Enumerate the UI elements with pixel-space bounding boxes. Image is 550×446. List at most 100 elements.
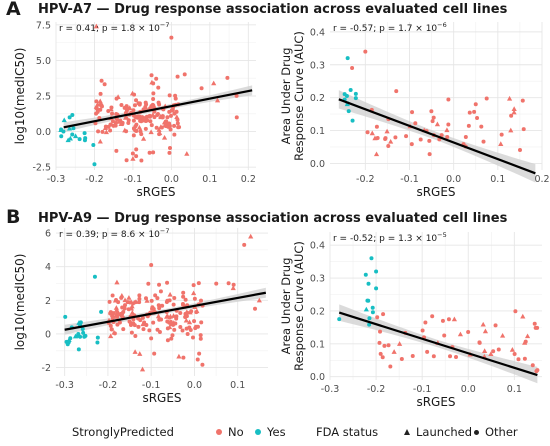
- data-point-launched: [119, 292, 125, 298]
- data-point-launched: [140, 321, 146, 327]
- data-point-other: [496, 347, 501, 352]
- data-point-other: [139, 158, 144, 163]
- data-point-other: [475, 115, 480, 120]
- x-tick-label: -0.2: [99, 380, 118, 391]
- data-point-launched: [102, 125, 109, 131]
- data-point-other: [134, 129, 139, 134]
- data-point-launched: [457, 331, 464, 337]
- annotation-exponent: −7: [160, 227, 170, 235]
- x-tick-label: 0.1: [490, 174, 505, 185]
- y-tick-label: 0: [45, 329, 51, 340]
- data-point-other: [76, 332, 81, 337]
- data-point-other: [350, 118, 355, 123]
- data-point-other: [143, 126, 148, 131]
- data-point-other: [165, 115, 170, 120]
- data-point-other: [158, 289, 163, 294]
- data-point-other: [157, 330, 162, 335]
- x-tick-label: -0.3: [55, 380, 74, 391]
- data-point-other: [346, 109, 351, 114]
- data-point-other: [192, 319, 197, 324]
- data-point-other: [199, 320, 204, 325]
- data-point-other: [378, 329, 383, 334]
- data-point-other: [114, 148, 119, 153]
- data-point-other: [125, 300, 130, 305]
- data-point-other: [366, 281, 371, 286]
- data-point-other: [491, 349, 496, 354]
- data-point-other: [348, 87, 353, 92]
- data-point-other: [172, 327, 177, 332]
- data-point-launched: [391, 349, 397, 354]
- x-tick-label: -0.3: [321, 384, 340, 395]
- data-point-other: [128, 320, 133, 325]
- data-point-other: [378, 351, 383, 356]
- data-point-launched: [139, 366, 146, 372]
- x-tick-label: 0.2: [534, 174, 549, 185]
- data-point-other: [146, 281, 151, 286]
- data-point-launched: [214, 97, 221, 103]
- data-point-other: [183, 297, 188, 302]
- data-point-other: [155, 112, 160, 117]
- data-point-other: [168, 127, 173, 132]
- data-point-launched: [115, 94, 121, 99]
- data-point-other: [157, 132, 162, 137]
- data-point-other: [123, 303, 128, 308]
- correlation-annotation: r = 0.39; p = 8.6 × 10−7: [59, 227, 170, 240]
- data-point-other: [165, 280, 170, 285]
- data-point-other: [374, 124, 379, 129]
- data-point-other: [108, 311, 113, 316]
- data-point-other: [106, 124, 111, 129]
- data-point-other: [168, 113, 173, 118]
- data-point-launched: [498, 141, 504, 146]
- x-axis-label: sRGES: [142, 391, 181, 405]
- data-point-other: [151, 150, 156, 155]
- annotation-text: r = -0.52; p = 1.3 × 10: [333, 234, 437, 244]
- y-tick-label: 0.4: [310, 241, 325, 252]
- data-point-other: [399, 357, 404, 362]
- data-point-other: [59, 127, 64, 132]
- data-point-launched: [506, 95, 513, 101]
- data-point-other: [131, 118, 136, 123]
- data-point-launched: [167, 291, 173, 297]
- x-tick-label: 0.0: [187, 380, 202, 391]
- data-point-other: [119, 102, 124, 107]
- data-point-other: [110, 119, 115, 124]
- data-point-other: [446, 97, 451, 102]
- data-point-other: [473, 102, 478, 107]
- data-point-launched: [509, 347, 515, 352]
- panel-title-a: HPV-A7 — Drug response association acros…: [38, 2, 508, 17]
- data-point-launched: [511, 106, 517, 111]
- data-point-other: [144, 118, 149, 123]
- data-point-other: [467, 110, 472, 115]
- data-point-launched: [522, 340, 528, 345]
- data-point-other: [169, 35, 174, 40]
- data-point-other: [180, 301, 185, 306]
- data-point-launched: [110, 314, 116, 319]
- data-point-launched: [130, 156, 136, 161]
- data-point-other: [388, 364, 393, 369]
- data-point-other: [70, 112, 75, 117]
- data-point-other: [225, 75, 230, 80]
- data-point-other: [169, 108, 174, 113]
- data-point-other: [140, 315, 145, 320]
- data-point-other: [134, 147, 139, 152]
- data-point-other: [477, 340, 482, 345]
- data-point-other: [196, 281, 201, 286]
- data-point-launched: [482, 348, 488, 353]
- data-point-launched: [488, 351, 494, 357]
- data-point-other: [149, 336, 154, 341]
- data-point-launched: [520, 313, 526, 319]
- panel-letter-a: A: [6, 0, 21, 20]
- data-point-launched: [66, 337, 72, 343]
- data-point-launched: [108, 333, 114, 339]
- data-point-launched: [66, 125, 73, 131]
- data-point-other: [149, 298, 154, 303]
- data-point-launched: [508, 127, 514, 133]
- data-point-other: [149, 263, 154, 267]
- data-point-other: [194, 310, 199, 315]
- data-point-other: [363, 49, 368, 54]
- y-tick-label: 4: [45, 262, 51, 273]
- data-point-other: [94, 111, 99, 116]
- data-point-other: [117, 320, 122, 325]
- data-point-other: [182, 72, 187, 77]
- data-point-other: [138, 129, 143, 134]
